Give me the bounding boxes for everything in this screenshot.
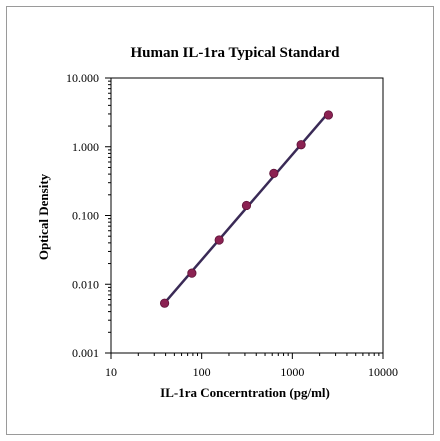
data-point xyxy=(269,168,279,178)
y-tick-label: 0.010 xyxy=(72,277,99,291)
x-tick-label: 1000 xyxy=(280,365,304,379)
y-tick-label: 1.000 xyxy=(72,140,99,154)
x-axis-ticks: 10 100 1000 10000 xyxy=(105,353,398,379)
data-points-layer xyxy=(159,110,334,308)
plot-area xyxy=(110,77,384,354)
chart-svg: Human IL-1ra Typical Standard 10 100 1000 1… xyxy=(36,45,398,400)
data-point xyxy=(159,298,170,308)
y-tick-label: 0.100 xyxy=(72,209,99,223)
chart-title: Human IL-1ra Typical Standard xyxy=(130,45,340,61)
chart-frame: Human IL-1ra Typical Standard 10 100 1000 1… xyxy=(6,6,434,435)
data-point xyxy=(241,200,252,211)
y-tick-label: 10.000 xyxy=(66,71,99,85)
x-axis-label: IL-1ra Concerntration (pg/ml) xyxy=(160,385,330,400)
data-point xyxy=(296,140,306,150)
y-axis-label: Optical Density xyxy=(36,173,51,260)
x-tick-label: 10000 xyxy=(368,365,398,379)
x-tick-label: 100 xyxy=(193,365,211,379)
x-tick-label: 10 xyxy=(105,365,117,379)
y-tick-label: 0.001 xyxy=(72,346,99,360)
data-point xyxy=(214,235,224,245)
data-point xyxy=(187,268,197,278)
data-point xyxy=(323,110,334,120)
y-axis-ticks: 0.001 0.010 0.100 1.000 10.000 xyxy=(66,71,111,360)
